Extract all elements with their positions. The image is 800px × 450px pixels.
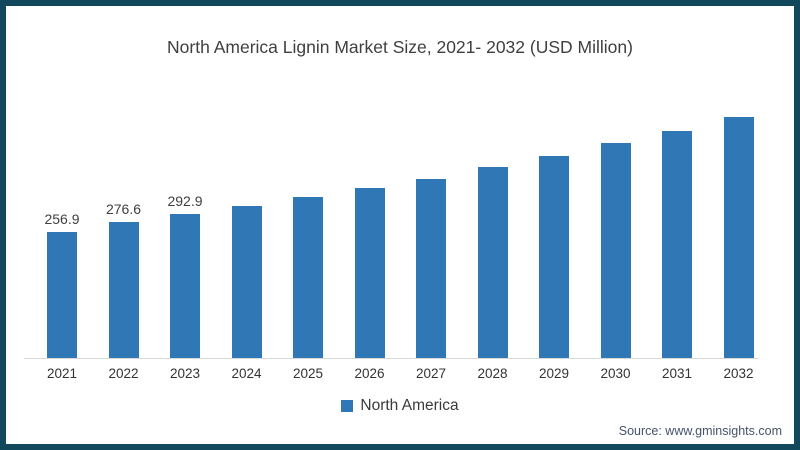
xtick-2032: 2032: [723, 366, 754, 381]
bar-2032: [723, 117, 754, 358]
chart-title: North America Lignin Market Size, 2021- …: [167, 37, 633, 57]
source-note: Source: www.gminsights.com: [618, 424, 782, 438]
bar-2022: [108, 222, 139, 358]
xtick-2030: 2030: [600, 366, 631, 381]
value-label-2021: 256.9: [44, 211, 80, 227]
xtick-2028: 2028: [477, 366, 508, 381]
xtick-2025: 2025: [292, 366, 324, 381]
bar-2031: [662, 131, 692, 358]
legend: North America: [6, 397, 794, 415]
bar-2030: [600, 143, 631, 358]
legend-label: North America: [360, 397, 459, 414]
bar-2023: [170, 214, 200, 358]
xtick-2024: 2024: [231, 366, 262, 381]
xtick-2027: 2027: [415, 366, 447, 381]
bar-2028: [477, 167, 508, 358]
value-label-2022: 276.6: [105, 201, 142, 217]
bar-2025: [293, 197, 323, 358]
bar-2021: [47, 232, 77, 358]
value-label-2023: 292.9: [167, 193, 203, 209]
bar-2024: [231, 206, 262, 358]
xtick-2029: 2029: [538, 366, 570, 381]
bar-2027: [416, 179, 446, 358]
bar-2029: [539, 156, 569, 358]
xtick-2021: 2021: [46, 366, 78, 381]
xtick-2031: 2031: [661, 366, 693, 381]
x-axis-line: [24, 358, 758, 359]
xtick-2023: 2023: [169, 366, 201, 381]
xtick-2026: 2026: [354, 366, 385, 381]
bar-2026: [354, 188, 385, 358]
plot-area: 2021 2022 2023 2024 2025 2026 2027 2028 2029 2030…: [6, 6, 794, 444]
legend-swatch-north-america: [341, 400, 354, 412]
xtick-2022: 2022: [108, 366, 139, 381]
